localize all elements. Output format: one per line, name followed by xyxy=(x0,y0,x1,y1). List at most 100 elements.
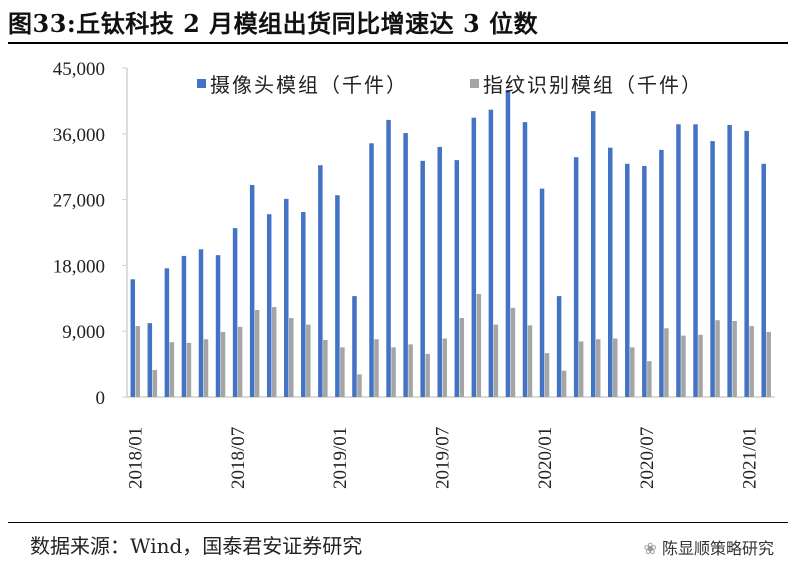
bar-fingerprint-module xyxy=(237,326,243,397)
bar-fingerprint-module xyxy=(425,353,430,397)
bar-fingerprint-module xyxy=(613,338,618,397)
bar-camera-module xyxy=(386,119,391,398)
bar-camera-module xyxy=(352,296,357,397)
x-tick-label: 2021/01 xyxy=(739,427,760,489)
bar-fingerprint-module xyxy=(459,318,465,397)
bar-camera-module xyxy=(369,143,374,397)
legend-label: 摄像头模组（千件） xyxy=(210,73,408,97)
bar-camera-module xyxy=(710,141,715,397)
bar-fingerprint-module xyxy=(476,293,482,397)
bar-camera-module xyxy=(198,249,204,397)
bar-camera-module xyxy=(539,188,545,397)
bar-fingerprint-module xyxy=(323,339,328,397)
bar-fingerprint-module xyxy=(186,342,192,397)
source-note: 数据来源：Wind，国泰君安证券研究 xyxy=(30,534,363,558)
bar-fingerprint-module xyxy=(749,326,754,397)
bar-camera-module xyxy=(488,109,494,397)
y-tick-label: 36,000 xyxy=(53,125,105,146)
bar-camera-module xyxy=(471,117,477,398)
watermark-text: 陈显顺策略研究 xyxy=(661,539,774,558)
bar-fingerprint-module xyxy=(732,320,737,397)
footer-divider xyxy=(8,522,788,523)
bar-chart: 0 9,000 18,000 27,000 36,000 45,000 2018/01 201… xyxy=(53,59,775,489)
bar-camera-module xyxy=(693,124,698,397)
bar-fingerprint-module xyxy=(698,334,703,397)
bar-camera-module xyxy=(437,146,442,397)
bar-fingerprint-module xyxy=(374,339,379,397)
bar-fingerprint-module xyxy=(578,341,584,397)
bar-fingerprint-module xyxy=(544,353,550,397)
x-tick-label: 2019/01 xyxy=(330,427,351,489)
bar-fingerprint-module xyxy=(527,325,533,397)
bar-camera-module xyxy=(522,122,528,397)
y-tick-label: 0 xyxy=(96,388,106,409)
bar-camera-module xyxy=(403,133,408,397)
legend-swatch xyxy=(197,79,206,88)
bar-fingerprint-module xyxy=(203,339,209,397)
bar-fingerprint-module xyxy=(135,326,141,397)
y-tick-label: 9,000 xyxy=(62,322,105,343)
y-tick-label: 18,000 xyxy=(53,256,105,277)
bar-camera-module xyxy=(147,323,153,397)
bar-camera-module xyxy=(301,212,306,397)
bar-camera-module xyxy=(318,165,323,397)
bar-camera-module xyxy=(249,184,255,397)
bar-fingerprint-module xyxy=(169,342,175,397)
x-tick-label: 2019/07 xyxy=(432,427,453,489)
bar-fingerprint-module xyxy=(391,347,396,397)
bar-camera-module xyxy=(573,157,579,397)
bar-fingerprint-module xyxy=(715,320,720,397)
y-tick-label: 27,000 xyxy=(53,191,105,212)
bar-camera-module xyxy=(164,268,170,397)
bar-camera-module xyxy=(556,296,562,397)
bar-camera-module xyxy=(659,149,664,397)
bar-fingerprint-module xyxy=(493,324,499,397)
bar-fingerprint-module xyxy=(220,331,226,397)
y-tick-label: 45,000 xyxy=(53,59,105,80)
bar-fingerprint-module xyxy=(340,347,345,397)
bar-camera-module xyxy=(676,124,681,397)
bar-camera-module xyxy=(266,214,272,397)
x-tick-label: 2020/01 xyxy=(535,427,556,489)
bar-fingerprint-module xyxy=(254,309,260,397)
bar-camera-module xyxy=(284,198,289,397)
watermark: ❀ 陈显顺策略研究 xyxy=(643,535,774,559)
bar-camera-module xyxy=(608,147,613,397)
bar-fingerprint-module xyxy=(510,307,516,397)
bar-fingerprint-module xyxy=(357,374,362,397)
bar-camera-module xyxy=(215,255,221,397)
bar-camera-module xyxy=(335,195,340,397)
bar-fingerprint-module xyxy=(152,369,158,397)
bar-fingerprint-module xyxy=(664,328,669,397)
wechat-icon: ❀ xyxy=(643,539,662,558)
x-tick-label: 2020/07 xyxy=(637,427,658,489)
legend-swatch xyxy=(470,79,479,88)
bar-camera-module xyxy=(761,163,766,397)
bar-camera-module xyxy=(727,125,732,397)
bar-fingerprint-module xyxy=(306,324,311,397)
bar-fingerprint-module xyxy=(561,370,567,397)
bar-camera-module xyxy=(454,160,460,397)
legend-label: 指纹识别模组（千件） xyxy=(483,73,703,97)
bar-camera-module xyxy=(420,160,425,397)
bar-camera-module xyxy=(130,279,136,397)
bar-camera-module xyxy=(232,228,238,397)
bar-fingerprint-module xyxy=(289,318,294,397)
bar-camera-module xyxy=(642,165,647,397)
bar-fingerprint-module xyxy=(408,344,413,397)
bar-camera-module xyxy=(744,130,749,397)
bar-camera-module xyxy=(625,163,630,397)
title-divider xyxy=(8,42,788,44)
x-tick-label: 2018/07 xyxy=(228,427,249,489)
bar-fingerprint-module xyxy=(595,339,601,397)
bar-fingerprint-module xyxy=(681,335,686,397)
bar-camera-module xyxy=(505,89,511,397)
bar-fingerprint-module xyxy=(647,361,652,397)
bar-fingerprint-module xyxy=(442,338,447,397)
bar-fingerprint-module xyxy=(766,331,771,397)
bar-fingerprint-module xyxy=(271,307,277,397)
figure-title: 图33:丘钛科技 2 月模组出货同比增速达 3 位数 xyxy=(8,9,539,38)
bar-fingerprint-module xyxy=(630,347,635,397)
bar-camera-module xyxy=(590,111,596,397)
bar-camera-module xyxy=(181,255,187,397)
